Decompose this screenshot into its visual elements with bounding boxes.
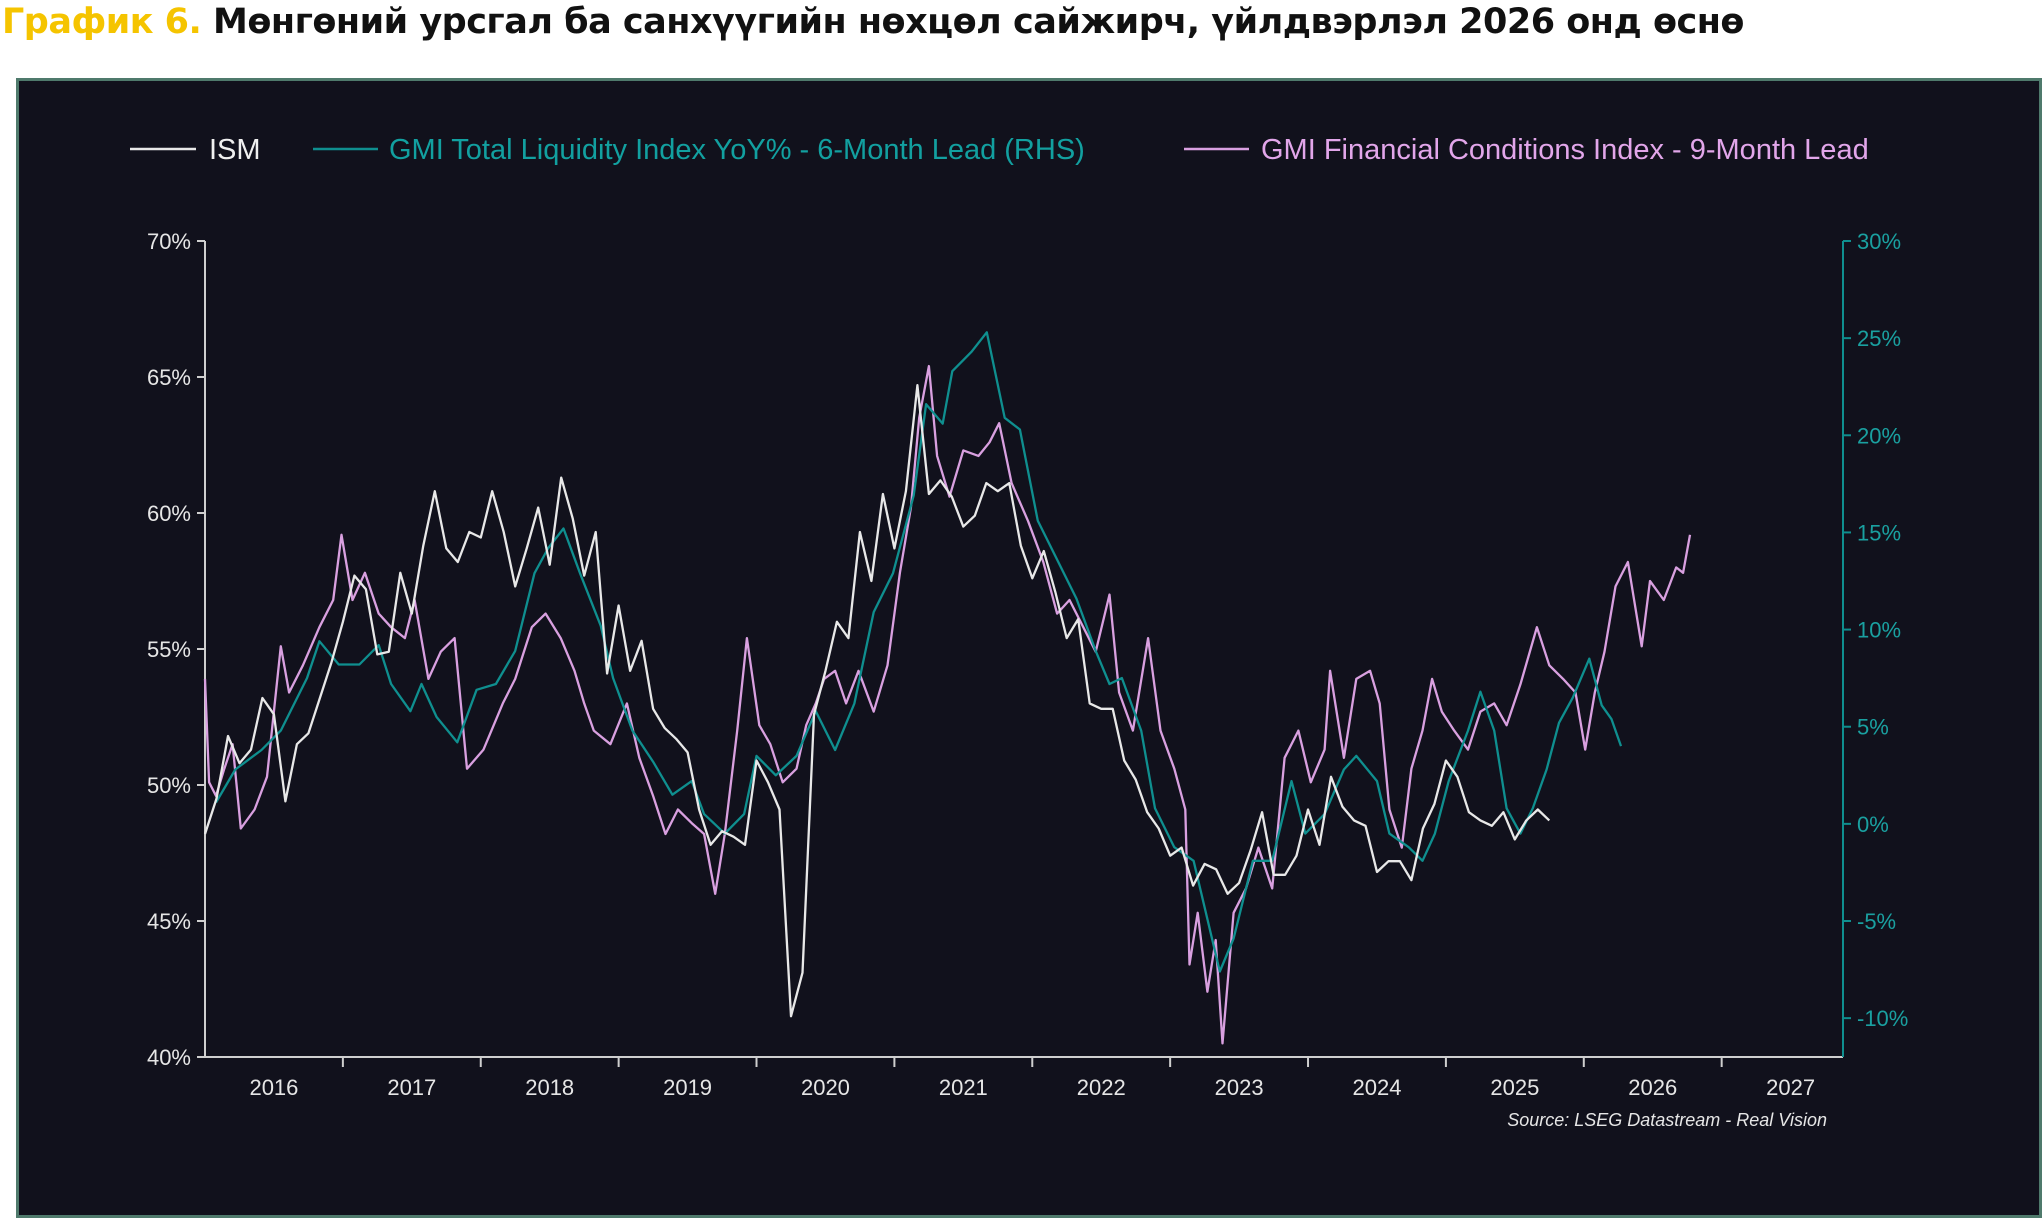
right-tick-label: 5%: [1857, 715, 1889, 740]
right-tick-label: 25%: [1857, 326, 1901, 351]
x-tick-label: 2020: [801, 1075, 850, 1100]
x-tick-label: 2027: [1766, 1075, 1815, 1100]
figure-number: График 6.: [2, 2, 202, 42]
x-tick-label: 2021: [939, 1075, 988, 1100]
legend-label-liquidity: GMI Total Liquidity Index YoY% - 6-Month…: [389, 134, 1085, 166]
right-tick-label: 20%: [1857, 423, 1901, 448]
ism-line: [203, 384, 1551, 1018]
right-tick-label: -5%: [1857, 909, 1896, 934]
x-tick-label: 2022: [1077, 1075, 1126, 1100]
left-tick-label: 40%: [147, 1045, 191, 1070]
x-tick-label: 2024: [1352, 1075, 1401, 1100]
left-tick-label: 65%: [147, 365, 191, 390]
x-tick-label: 2025: [1490, 1075, 1539, 1100]
right-tick-label: 0%: [1857, 812, 1889, 837]
liquidity-index-line: [215, 331, 1623, 973]
left-tick-label: 50%: [147, 773, 191, 798]
figure-title-text: Мөнгөний урсгал ба санхүүгийн нөхцөл сай…: [213, 2, 1744, 42]
left-tick-label: 60%: [147, 501, 191, 526]
chart-title: График 6. Мөнгөний урсгал ба санхүүгийн …: [2, 2, 1744, 42]
source-note: Source: LSEG Datastream - Real Vision: [1507, 1110, 1827, 1130]
right-tick-label: 30%: [1857, 229, 1901, 254]
left-tick-label: 70%: [147, 229, 191, 254]
left-tick-label: 45%: [147, 909, 191, 934]
x-tick-label: 2019: [663, 1075, 712, 1100]
legend: ISM GMI Total Liquidity Index YoY% - 6-M…: [130, 134, 1869, 166]
legend-label-fci: GMI Financial Conditions Index - 9-Month…: [1261, 134, 1869, 166]
right-tick-label: -10%: [1857, 1006, 1908, 1031]
right-tick-label: 10%: [1857, 618, 1901, 643]
legend-label-ism: ISM: [209, 134, 261, 166]
x-tick-label: 2023: [1215, 1075, 1264, 1100]
financial-conditions-line: [203, 364, 1692, 1045]
x-tick-label: 2018: [525, 1075, 574, 1100]
right-tick-label: 15%: [1857, 520, 1901, 545]
x-tick-label: 2017: [387, 1075, 436, 1100]
chart-panel: [16, 78, 2042, 1218]
left-tick-label: 55%: [147, 637, 191, 662]
x-tick-label: 2016: [249, 1075, 298, 1100]
x-tick-label: 2026: [1628, 1075, 1677, 1100]
